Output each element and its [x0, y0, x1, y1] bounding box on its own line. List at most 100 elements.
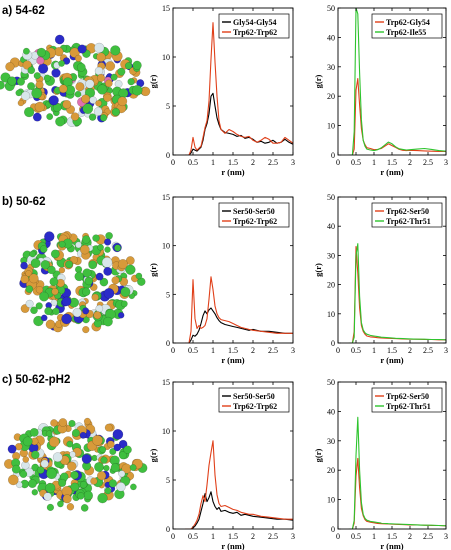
atom-sphere: [43, 492, 52, 501]
y-tick-label: 20: [327, 466, 335, 475]
atom-sphere: [24, 106, 35, 118]
atom-sphere: [107, 440, 115, 449]
atom-sphere: [66, 503, 75, 511]
atom-sphere: [28, 273, 39, 284]
atom-sphere: [58, 267, 66, 274]
x-tick-label: 1.5: [387, 346, 397, 355]
atom-sphere: [103, 464, 110, 472]
x-tick-label: 0.5: [351, 346, 361, 355]
atom-sphere: [93, 311, 102, 320]
atom-sphere: [30, 306, 38, 315]
y-tick-label: 15: [162, 193, 170, 202]
y-tick-label: 5: [166, 102, 170, 111]
atom-sphere: [58, 418, 68, 427]
legend-entry: Trp62-Trp62: [233, 402, 277, 411]
atom-sphere: [17, 99, 25, 107]
x-tick-label: 0: [171, 346, 175, 355]
x-tick-label: 2.5: [423, 158, 433, 167]
atom-sphere: [61, 313, 72, 325]
atom-sphere: [94, 66, 104, 76]
atom-sphere: [39, 245, 48, 253]
atom-sphere: [120, 300, 128, 308]
atom-sphere: [36, 47, 47, 58]
atom-sphere: [69, 451, 76, 458]
atom-sphere: [25, 270, 32, 277]
atom-sphere: [99, 114, 108, 122]
series-line: [185, 276, 293, 343]
atom-sphere: [46, 503, 55, 512]
x-axis-label: r (nm): [380, 167, 403, 177]
atom-sphere: [85, 79, 95, 89]
y-tick-label: 15: [162, 378, 170, 387]
atom-sphere: [95, 100, 102, 107]
atom-sphere: [45, 319, 56, 329]
atom-sphere: [95, 272, 104, 281]
y-axis-label: g(r): [148, 74, 158, 88]
atom-sphere: [103, 93, 112, 102]
row-label: b) 50-62: [2, 196, 45, 208]
atom-sphere: [33, 72, 41, 80]
y-tick-label: 15: [162, 4, 170, 13]
atom-sphere: [16, 481, 23, 489]
atom-sphere: [97, 84, 108, 95]
y-tick-label: 40: [327, 407, 335, 416]
series-line: [348, 416, 446, 529]
y-tick-label: 20: [327, 92, 335, 101]
atom-sphere: [55, 116, 65, 127]
atom-sphere: [29, 250, 36, 258]
atom-sphere: [111, 107, 121, 117]
atom-sphere: [75, 241, 82, 249]
atom-sphere: [47, 265, 56, 275]
rdf-chart: 0 0.5 1 1.5 2 2.5 3 0 5 10 15 r (nm) g(r) Ser50-Ser50…: [148, 193, 295, 365]
legend-entry: Trp62-Gly54: [386, 18, 430, 27]
y-tick-label: 5: [166, 290, 170, 299]
atom-sphere: [68, 419, 76, 428]
y-tick-label: 0: [166, 151, 170, 160]
atom-sphere: [116, 482, 126, 492]
atom-sphere: [48, 436, 60, 448]
atom-sphere: [94, 42, 105, 54]
rdf-chart: 0 0.5 1 1.5 2 2.5 3 0 5 10 15 r (nm) g(r) Ser50-Ser50…: [148, 378, 295, 550]
atom-sphere: [66, 440, 74, 448]
x-tick-label: 2.5: [423, 346, 433, 355]
atom-sphere: [44, 307, 53, 316]
y-tick-label: 10: [162, 53, 170, 62]
legend-entry: Trp62-Ile55: [386, 28, 426, 37]
x-tick-label: 3: [291, 158, 295, 167]
x-tick-label: 3: [444, 346, 448, 355]
atom-sphere: [97, 244, 104, 251]
atom-sphere: [104, 246, 111, 253]
atom-sphere: [67, 461, 77, 471]
atom-sphere: [103, 238, 112, 246]
x-tick-label: 0: [336, 158, 340, 167]
atom-sphere: [110, 463, 120, 473]
legend-box: [371, 202, 443, 228]
atom-sphere: [50, 419, 58, 427]
atom-sphere: [75, 82, 85, 92]
atom-sphere: [35, 302, 43, 310]
protein-aggregate-snapshot: [0, 34, 151, 127]
atom-sphere: [118, 439, 128, 449]
atom-sphere: [27, 66, 36, 75]
atom-sphere: [81, 94, 91, 104]
atom-sphere: [34, 101, 45, 113]
atom-sphere: [124, 62, 133, 70]
atom-sphere: [69, 47, 80, 58]
atom-sphere: [40, 314, 48, 322]
atom-sphere: [93, 107, 103, 117]
atom-sphere: [57, 500, 64, 508]
x-tick-label: 2: [408, 532, 412, 541]
x-tick-label: 1.5: [228, 158, 238, 167]
atom-sphere: [117, 312, 125, 319]
atom-sphere: [83, 490, 94, 501]
atom-sphere: [117, 259, 128, 270]
legend-box: [218, 13, 290, 39]
atom-sphere: [70, 112, 80, 121]
x-tick-label: 0: [336, 532, 340, 541]
atom-sphere: [7, 444, 17, 454]
